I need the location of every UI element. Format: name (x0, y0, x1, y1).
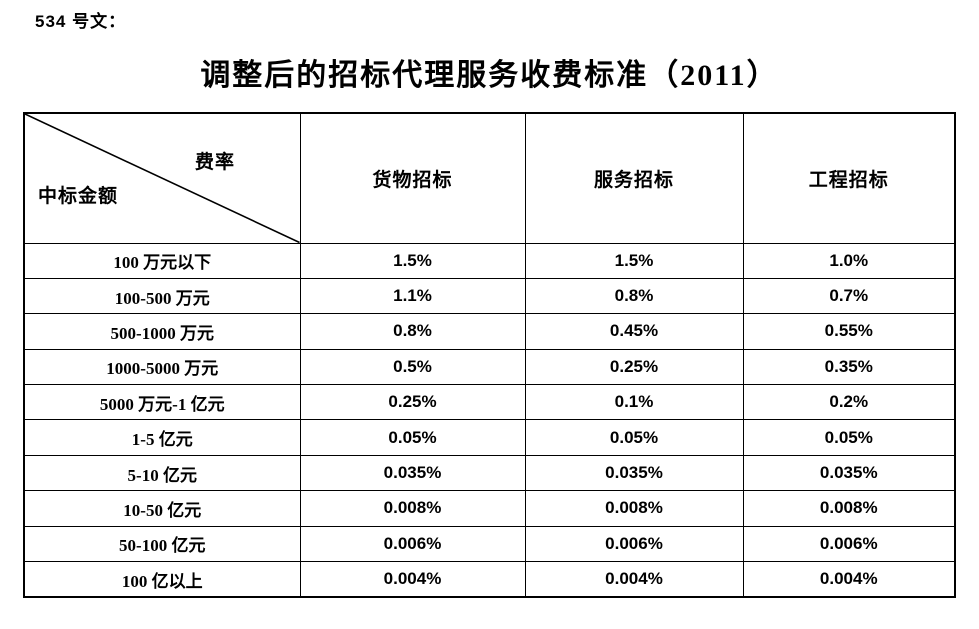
rate-cell: 0.004% (299, 561, 526, 598)
header-row: 费率 中标金额 货物招标 服务招标 工程招标 (23, 112, 956, 244)
rate-cell: 0.8% (524, 277, 744, 315)
doc-number-label: 534 号文： (35, 12, 127, 31)
rate-cell: 0.035% (524, 454, 744, 492)
rate-cell: 0.006% (299, 525, 526, 563)
rate-cell: 0.5% (299, 348, 526, 386)
col-header-goods: 货物招标 (299, 112, 526, 244)
rate-cell: 0.05% (524, 419, 744, 456)
rate-cell: 1.5% (299, 242, 526, 279)
table-row: 1-5 亿元 0.05% 0.05% 0.05% (23, 419, 956, 456)
rate-cell: 0.035% (742, 454, 956, 492)
rate-cell: 0.004% (742, 561, 956, 598)
row-label-amount-range: 10-50 亿元 (23, 490, 301, 527)
rate-cell: 0.7% (742, 277, 956, 315)
row-label-amount-range: 50-100 亿元 (23, 525, 301, 563)
row-label-amount-range: 1000-5000 万元 (23, 348, 301, 386)
rate-cell: 0.006% (742, 525, 956, 563)
rate-cell: 0.008% (742, 490, 956, 527)
rate-cell: 0.35% (742, 348, 956, 386)
row-label-amount-range: 100 万元以下 (23, 242, 301, 279)
rate-cell: 0.004% (524, 561, 744, 598)
table-row: 100-500 万元 1.1% 0.8% 0.7% (23, 277, 956, 315)
rate-cell: 1.0% (742, 242, 956, 279)
table-row: 1000-5000 万元 0.5% 0.25% 0.35% (23, 348, 956, 386)
table-row: 50-100 亿元 0.006% 0.006% 0.006% (23, 525, 956, 563)
page-title: 调整后的招标代理服务收费标准（2011） (200, 59, 779, 92)
table-row: 500-1000 万元 0.8% 0.45% 0.55% (23, 313, 956, 350)
corner-label-amount: 中标金额 (38, 186, 119, 207)
rate-cell: 0.05% (742, 419, 956, 456)
fee-table: 费率 中标金额 货物招标 服务招标 工程招标 100 万元以下 1.5% 1.5% 1… (23, 112, 956, 598)
row-label-amount-range: 5000 万元-1 亿元 (23, 384, 301, 421)
table-row: 5-10 亿元 0.035% 0.035% 0.035% (23, 454, 956, 492)
rate-cell: 0.05% (299, 419, 526, 456)
rate-cell: 0.8% (299, 313, 526, 350)
corner-header-cell: 费率 中标金额 (23, 112, 301, 244)
table-row: 100 亿以上 0.004% 0.004% 0.004% (23, 561, 956, 598)
row-label-amount-range: 1-5 亿元 (23, 419, 301, 456)
rate-cell: 1.5% (524, 242, 744, 279)
table-row: 10-50 亿元 0.008% 0.008% 0.008% (23, 490, 956, 527)
table-row: 100 万元以下 1.5% 1.5% 1.0% (23, 242, 956, 279)
rate-cell: 1.1% (299, 277, 526, 315)
diagonal-line (25, 114, 300, 243)
rate-cell: 0.006% (524, 525, 744, 563)
rate-cell: 0.035% (299, 454, 526, 492)
col-header-services: 服务招标 (524, 112, 744, 244)
rate-cell: 0.008% (524, 490, 744, 527)
table-row: 5000 万元-1 亿元 0.25% 0.1% 0.2% (23, 384, 956, 421)
rate-cell: 0.55% (742, 313, 956, 350)
row-label-amount-range: 500-1000 万元 (23, 313, 301, 350)
row-label-amount-range: 100 亿以上 (23, 561, 301, 598)
corner-label-rate: 费率 (195, 152, 236, 173)
rate-cell: 0.008% (299, 490, 526, 527)
rate-cell: 0.25% (524, 348, 744, 386)
table-body: 100 万元以下 1.5% 1.5% 1.0% 100-500 万元 1.1% 0.8% 0.… (23, 242, 956, 598)
row-label-amount-range: 100-500 万元 (23, 277, 301, 315)
col-header-works: 工程招标 (742, 112, 956, 244)
rate-cell: 0.2% (742, 384, 956, 421)
rate-cell: 0.45% (524, 313, 744, 350)
rate-cell: 0.25% (299, 384, 526, 421)
rate-cell: 0.1% (524, 384, 744, 421)
row-label-amount-range: 5-10 亿元 (23, 454, 301, 492)
